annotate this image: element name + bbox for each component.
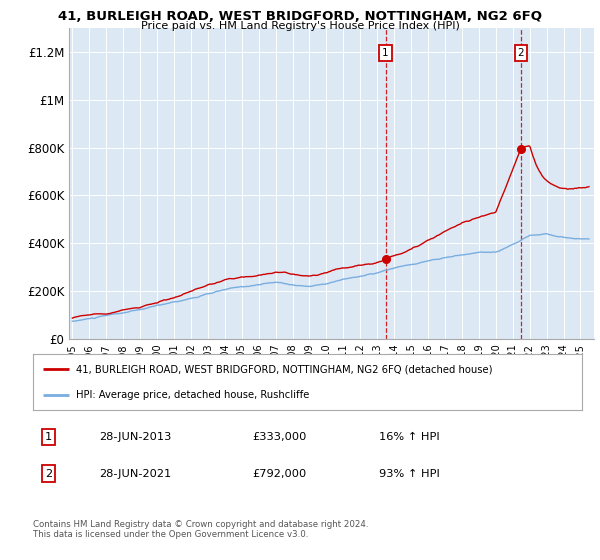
- Text: 41, BURLEIGH ROAD, WEST BRIDGFORD, NOTTINGHAM, NG2 6FQ (detached house): 41, BURLEIGH ROAD, WEST BRIDGFORD, NOTTI…: [76, 364, 493, 374]
- Text: 28-JUN-2013: 28-JUN-2013: [99, 432, 171, 442]
- Text: Contains HM Land Registry data © Crown copyright and database right 2024.
This d: Contains HM Land Registry data © Crown c…: [33, 520, 368, 539]
- Text: £333,000: £333,000: [253, 432, 307, 442]
- Text: 1: 1: [382, 48, 389, 58]
- Text: 2: 2: [45, 469, 52, 479]
- Text: 16% ↑ HPI: 16% ↑ HPI: [379, 432, 440, 442]
- Text: HPI: Average price, detached house, Rushcliffe: HPI: Average price, detached house, Rush…: [76, 390, 309, 400]
- Text: 1: 1: [45, 432, 52, 442]
- Text: 41, BURLEIGH ROAD, WEST BRIDGFORD, NOTTINGHAM, NG2 6FQ: 41, BURLEIGH ROAD, WEST BRIDGFORD, NOTTI…: [58, 10, 542, 23]
- Text: 28-JUN-2021: 28-JUN-2021: [99, 469, 171, 479]
- Text: £792,000: £792,000: [253, 469, 307, 479]
- Text: Price paid vs. HM Land Registry's House Price Index (HPI): Price paid vs. HM Land Registry's House …: [140, 21, 460, 31]
- Text: 2: 2: [518, 48, 524, 58]
- Text: 93% ↑ HPI: 93% ↑ HPI: [379, 469, 440, 479]
